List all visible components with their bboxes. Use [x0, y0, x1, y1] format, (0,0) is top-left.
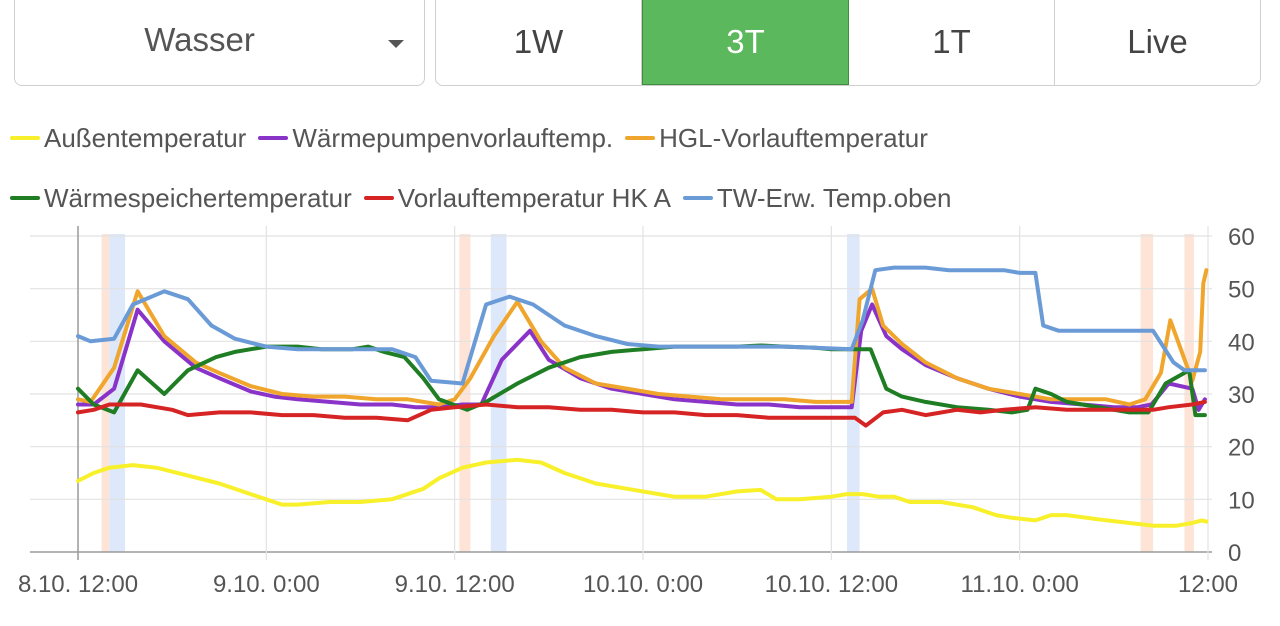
- legend-row: Wärmespeichertemperatur Vorlauftemperatu…: [10, 168, 1270, 228]
- legend-swatch: [10, 136, 40, 140]
- sensor-select[interactable]: Wasser: [14, 0, 425, 86]
- series-line-2: [76, 302, 1207, 412]
- legend-swatch: [258, 136, 289, 140]
- y-tick-label: 30: [1228, 382, 1255, 409]
- legend-swatch: [682, 196, 713, 200]
- grid-lines: [30, 226, 1212, 560]
- chart-legend: Außentemperatur Wärmepumpenvorlauftemp. …: [10, 108, 1270, 228]
- y-tick-label: 10: [1228, 487, 1255, 514]
- sensor-select-value: Wasser: [144, 21, 255, 58]
- legend-item-waermespeichertemperatur[interactable]: Wärmespeichertemperatur: [10, 183, 352, 214]
- legend-label: HGL-Vorlauftemperatur: [659, 122, 928, 153]
- x-tick-label: 9.10. 12:00: [395, 571, 515, 598]
- legend-item-aussentemperatur[interactable]: Außentemperatur: [10, 123, 246, 154]
- x-tick-label: 11.10. 0:00: [961, 571, 1079, 598]
- legend-label: Wärmespeichertemperatur: [44, 182, 352, 213]
- legend-item-hgl-vorlauftemperatur[interactable]: HGL-Vorlauftemperatur: [625, 123, 928, 154]
- heating-band: [459, 234, 471, 552]
- y-tick-label: 40: [1228, 329, 1255, 356]
- x-tick-label: 9.10. 0:00: [213, 571, 320, 598]
- heating-band: [1184, 234, 1194, 552]
- legend-item-vorlauftemperatur-hk-a[interactable]: Vorlauftemperatur HK A: [363, 182, 671, 214]
- time-range-group: 1W 3T 1T Live: [435, 0, 1261, 86]
- series-line-5: [76, 399, 1207, 428]
- top-bar: Wasser 1W 3T 1T Live: [0, 0, 1280, 100]
- temperature-chart[interactable]: 0 10 20 30 40 50 60 8.10. 12:00 9.10. 0:00 9.10.…: [0, 222, 1280, 626]
- legend-item-tw-erw-temp-oben[interactable]: TW-Erw. Temp.oben: [682, 182, 952, 214]
- series-line-1: [76, 457, 1209, 528]
- x-tick-label: 10.10. 0:00: [583, 571, 703, 598]
- y-tick-label: 20: [1228, 435, 1255, 462]
- range-button-1t[interactable]: 1T: [849, 0, 1055, 85]
- y-axis: 0 10 20 30 40 50 60: [1228, 224, 1255, 567]
- legend-label: Vorlauftemperatur HK A: [397, 182, 671, 213]
- x-tick-label: 10.10. 12:00: [765, 571, 898, 598]
- heating-band: [109, 234, 126, 552]
- chevron-down-icon: [388, 40, 404, 48]
- x-axis: 8.10. 12:00 9.10. 0:00 9.10. 12:00 10.10. 0…: [18, 571, 1238, 598]
- range-button-live[interactable]: Live: [1127, 23, 1188, 60]
- legend-swatch: [10, 196, 40, 200]
- legend-label: Wärmepumpenvorlauftemp.: [292, 122, 614, 153]
- legend-swatch: [363, 196, 394, 200]
- series-lines: [76, 265, 1209, 528]
- legend-row: Außentemperatur Wärmepumpenvorlauftemp. …: [10, 108, 1270, 168]
- legend-label: Außentemperatur: [44, 122, 247, 153]
- range-button-3t[interactable]: 3T: [642, 0, 849, 85]
- series-line-6: [76, 265, 1207, 386]
- range-button-1w[interactable]: 1W: [436, 0, 642, 85]
- legend-swatch: [625, 136, 656, 140]
- y-tick-label: 0: [1228, 540, 1241, 567]
- legend-label: TW-Erw. Temp.oben: [716, 182, 952, 213]
- x-tick-label: 8.10. 12:00: [18, 571, 138, 598]
- series-line-3: [76, 268, 1209, 407]
- y-tick-label: 50: [1228, 277, 1255, 304]
- series-line-4: [76, 343, 1207, 418]
- x-tick-label: 12:00: [1178, 571, 1238, 598]
- y-tick-label: 60: [1228, 224, 1255, 251]
- legend-item-waermepumpenvorlauftemp[interactable]: Wärmepumpenvorlauftemp.: [258, 123, 613, 154]
